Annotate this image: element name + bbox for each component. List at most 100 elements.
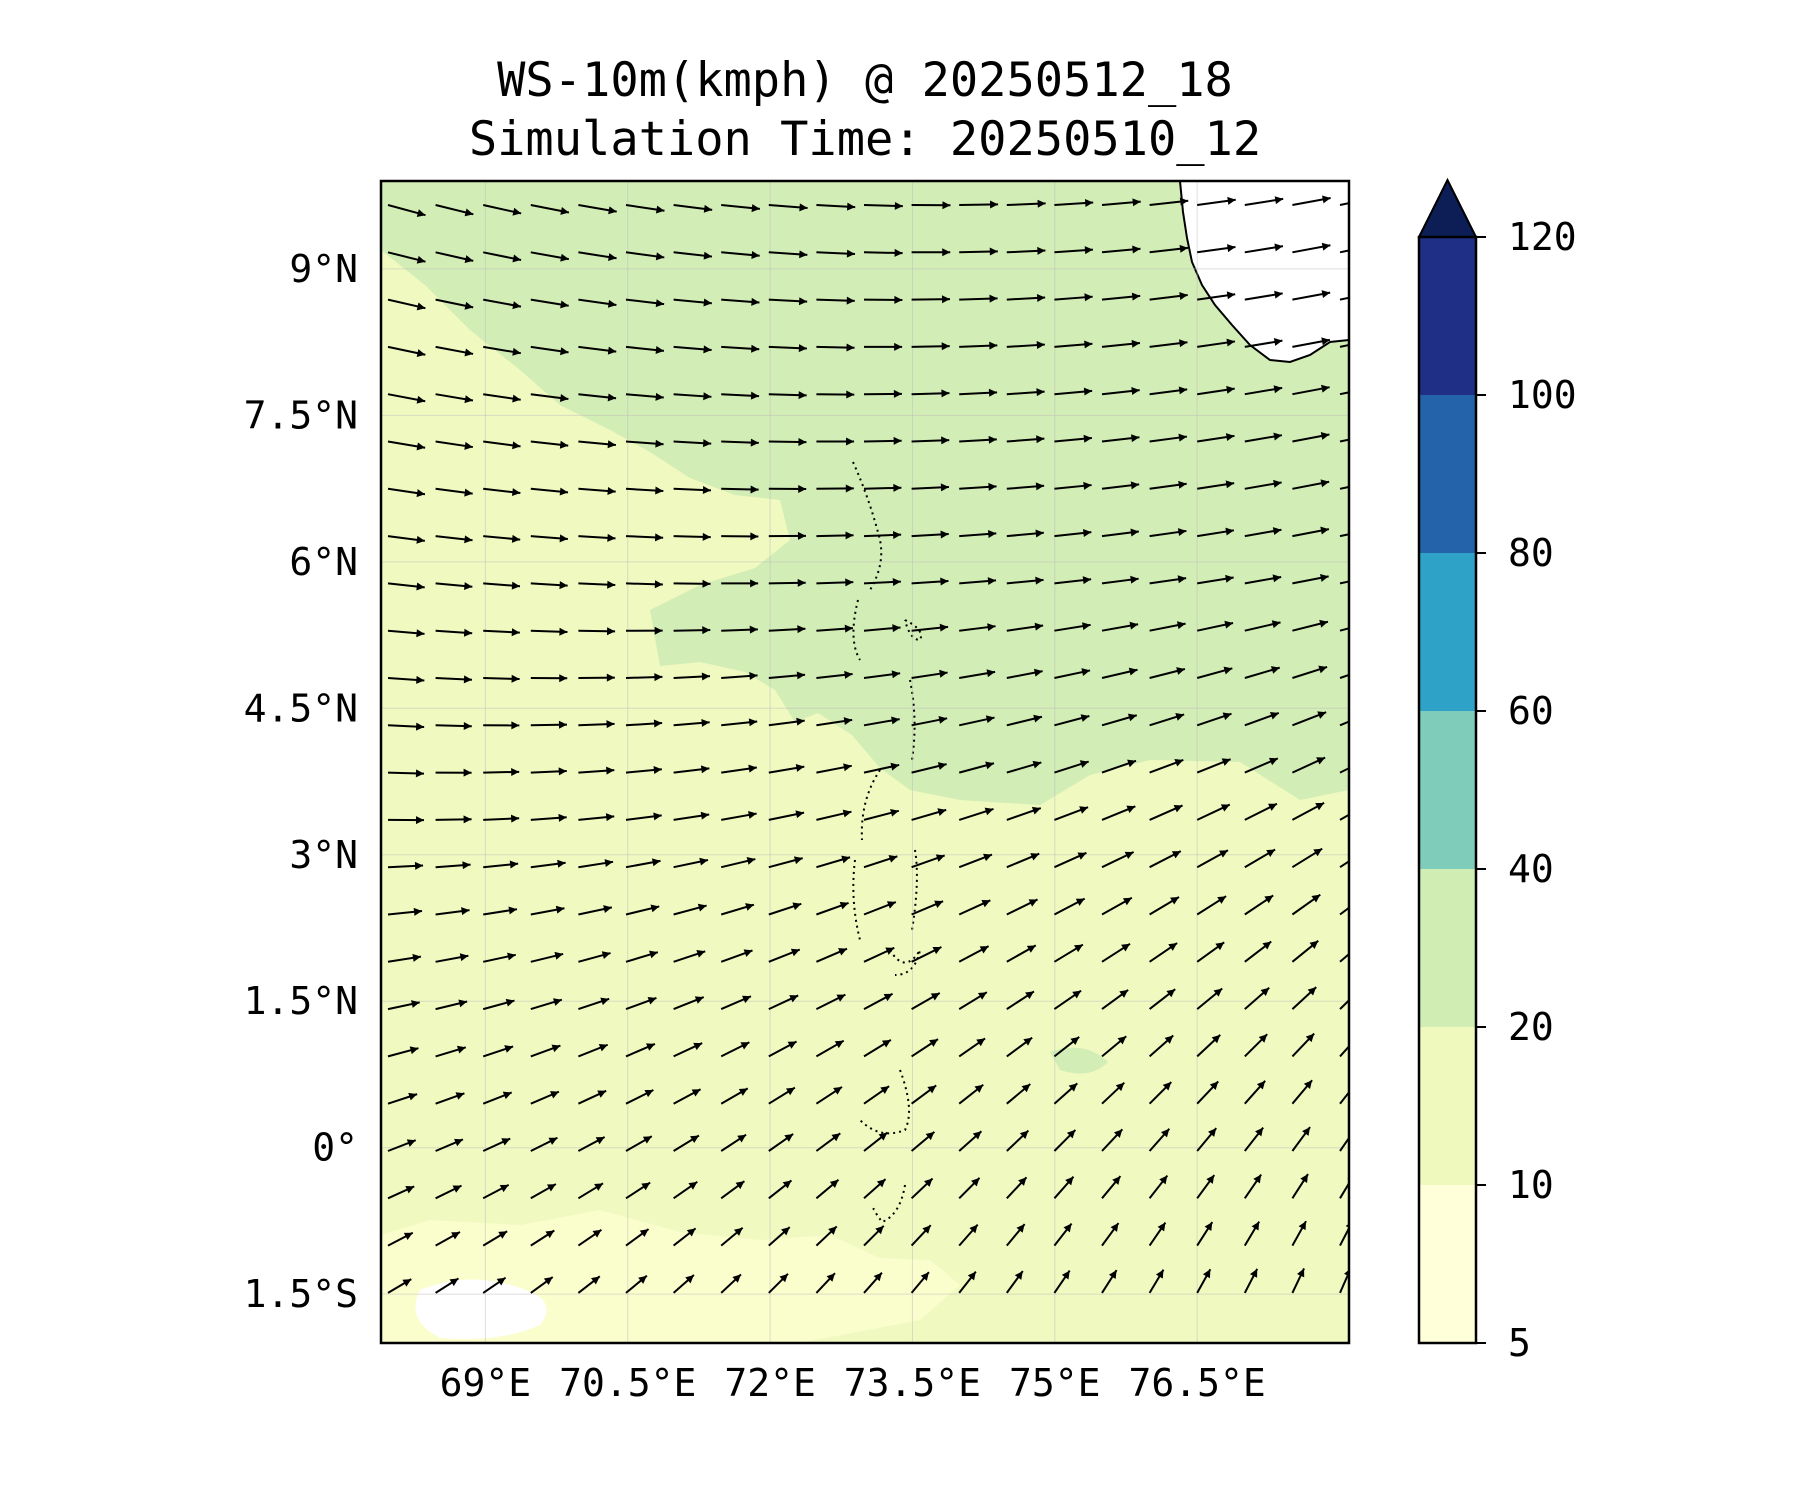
wind-arrow <box>530 1229 555 1247</box>
wind-arrow <box>768 438 807 447</box>
wind-arrow <box>816 437 855 446</box>
wind-arrow <box>1291 893 1321 916</box>
wind-arrow <box>959 577 997 586</box>
wind-arrow <box>911 436 950 445</box>
wind-arrow <box>1244 1126 1264 1152</box>
wind-arrow <box>578 533 616 542</box>
colorbar-segment <box>1419 711 1476 869</box>
wind-arrow <box>387 393 426 404</box>
wind-arrow <box>1053 897 1086 916</box>
wind-arrow <box>720 1041 750 1058</box>
wind-arrow <box>816 901 849 916</box>
wind-arrow <box>530 251 569 262</box>
wind-arrow <box>673 1088 702 1105</box>
wind-arrow <box>1006 435 1045 444</box>
wind-arrow <box>387 345 426 357</box>
wind-arrow <box>1006 1129 1030 1152</box>
wind-arrow <box>910 1271 930 1294</box>
wind-arrow <box>1101 989 1129 1010</box>
wind-arrow <box>1197 433 1235 443</box>
wind-arrow <box>435 815 472 824</box>
wind-arrow <box>578 859 614 869</box>
wind-arrow <box>1149 713 1185 727</box>
wind-arrow <box>673 392 712 401</box>
wind-arrow <box>910 1177 934 1200</box>
latitude-tick-label: 6°N <box>289 540 358 584</box>
wind-arrow <box>1053 851 1087 869</box>
wind-arrow <box>958 1083 984 1105</box>
wind-arrow <box>1292 384 1330 396</box>
wind-arrow <box>1339 202 1349 206</box>
wind-arrow <box>578 580 616 589</box>
wind-arrow <box>530 1276 554 1294</box>
wind-arrow <box>435 251 474 263</box>
wind-arrow <box>1149 667 1186 679</box>
wind-arrow <box>959 341 998 350</box>
wind-arrow <box>959 623 996 632</box>
wind-arrow <box>673 579 711 588</box>
wind-arrow <box>1101 575 1139 585</box>
wind-arrow <box>959 388 998 397</box>
wind-arrow <box>816 578 854 587</box>
wind-arrow <box>483 251 522 263</box>
wind-arrow <box>435 907 470 916</box>
wind-arrow <box>483 534 521 543</box>
wind-arrow <box>1292 619 1329 632</box>
wind-arrow <box>387 953 422 963</box>
wind-arrow <box>1148 1221 1167 1247</box>
wind-arrow <box>1196 1080 1219 1105</box>
wind-arrow <box>1339 485 1349 490</box>
wind-arrow <box>1149 292 1188 301</box>
wind-arrow <box>530 1090 560 1105</box>
wind-arrow <box>1339 627 1349 632</box>
wind-arrow <box>483 440 521 450</box>
wind-arrow <box>673 672 711 681</box>
wind-arrow <box>673 486 712 495</box>
wind-arrow <box>1101 1035 1127 1058</box>
wind-arrow <box>768 297 808 306</box>
wind-arrow <box>435 1277 459 1294</box>
wind-arrow <box>720 1273 742 1294</box>
wind-arrow <box>911 808 947 821</box>
wind-arrow <box>1101 434 1140 443</box>
wind-arrow <box>911 715 948 727</box>
wind-arrow <box>1006 199 1046 208</box>
wind-arrow <box>1196 712 1232 727</box>
wind-arrow <box>1054 387 1093 396</box>
wind-arrow <box>816 296 855 305</box>
wind-arrow <box>435 345 474 357</box>
wind-arrow <box>1054 246 1094 255</box>
wind-arrow <box>1292 290 1331 301</box>
wind-arrow <box>863 808 900 821</box>
wind-arrow <box>1291 1173 1309 1199</box>
longitude-tick-label: 72°E <box>724 1361 816 1405</box>
colorbar-tick-label: 80 <box>1508 531 1554 575</box>
wind-arrow <box>625 1181 651 1200</box>
wind-arrow <box>1244 848 1276 869</box>
wind-arrow <box>1339 1044 1349 1058</box>
wind-arrow <box>1006 293 1046 302</box>
wind-arrow <box>815 1132 841 1152</box>
wind-arrow <box>1054 622 1091 632</box>
wind-arrow <box>1149 621 1186 632</box>
wind-arrow <box>625 439 664 448</box>
wind-arrow <box>1101 387 1140 396</box>
wind-arrow <box>1292 432 1330 443</box>
wind-arrow <box>768 856 803 869</box>
wind-arrow <box>578 813 615 822</box>
wind-arrow <box>863 901 897 916</box>
wind-arrow <box>483 768 520 777</box>
wind-arrow <box>387 582 425 591</box>
wind-arrow <box>911 623 949 632</box>
wind-arrow <box>387 535 425 544</box>
wind-arrow <box>1149 575 1187 585</box>
wind-arrow <box>1053 1270 1071 1294</box>
wind-arrow <box>958 1270 977 1294</box>
wind-arrow <box>959 200 999 209</box>
wind-arrow <box>911 762 947 774</box>
wind-arrow <box>1339 813 1349 821</box>
wind-arrow <box>578 720 615 729</box>
wind-arrow <box>578 997 610 1011</box>
wind-arrow <box>815 1225 838 1247</box>
wind-arrow <box>530 859 566 869</box>
